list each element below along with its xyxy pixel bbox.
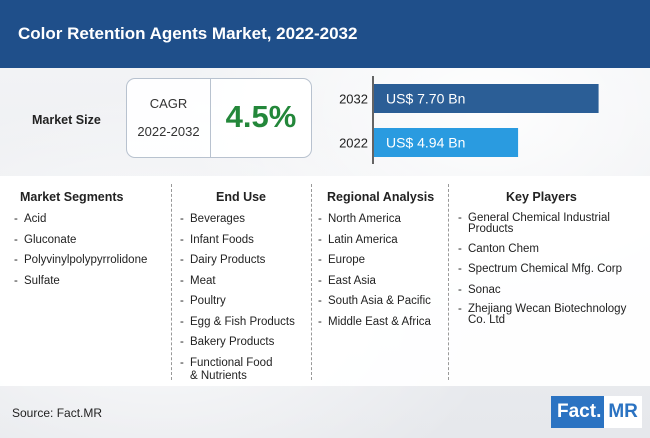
column-title: Regional Analysis (327, 190, 435, 204)
list-item: Acid (12, 213, 168, 226)
cagr-box: CAGR 2022-2032 4.5% (126, 78, 312, 158)
cagr-value: 4.5% (225, 99, 297, 134)
column-end-use: End Use Beverages Infant Foods Dairy Pro… (178, 190, 308, 390)
bar-value-label: US$ 4.94 Bn (386, 135, 465, 151)
list-item: Latin America (316, 234, 448, 247)
list-item: General Chemical Industrial Products (456, 212, 646, 235)
list-item: Sonac (456, 284, 646, 297)
market-size-bar-chart: 2032 US$ 7.70 Bn 2022 US$ 4.94 Bn (339, 76, 599, 164)
list-item: Egg & Fish Products (178, 316, 308, 329)
column-divider (311, 184, 312, 380)
list-item: Sulfate (12, 275, 168, 288)
column-market-segments: Market Segments Acid Gluconate Polyvinyl… (12, 190, 168, 295)
cagr-period: 2022-2032 (137, 124, 200, 139)
column-divider (448, 184, 449, 380)
list-item: Beverages (178, 213, 308, 226)
list-item: Spectrum Chemical Mfg. Corp (456, 263, 646, 276)
market-size-label: Market Size (32, 113, 101, 127)
list-item: East Asia (316, 275, 448, 288)
column-regional-analysis: Regional Analysis North America Latin Am… (316, 190, 448, 336)
bar-category-label: 2032 (339, 92, 368, 107)
column-divider (171, 184, 172, 380)
column-key-players: Key Players General Chemical Industrial … (456, 190, 646, 334)
bar-2022 (374, 128, 519, 157)
page-title: Color Retention Agents Market, 2022-2032 (18, 24, 358, 43)
list-item: Poultry (178, 295, 308, 308)
source-text: Source: Fact.MR (12, 406, 103, 420)
list-item: Middle East & Africa (316, 316, 448, 329)
list-item: Bakery Products (178, 336, 308, 349)
list-item: Canton Chem (456, 243, 646, 256)
logo-part-2: MR (604, 396, 642, 428)
column-title: Key Players (506, 190, 577, 204)
list-item: South Asia & Pacific (316, 295, 448, 308)
column-title: End Use (216, 190, 267, 204)
header-banner: Color Retention Agents Market, 2022-2032 (0, 0, 650, 68)
list-item: Europe (316, 254, 448, 267)
logo-part-1: Fact. (551, 396, 605, 428)
factmr-logo: Fact. MR (551, 396, 642, 428)
column-title: Market Segments (20, 190, 124, 204)
list-item: North America (316, 213, 448, 226)
cagr-label: CAGR (149, 96, 188, 111)
list-item: Zhejiang Wecan Biotechnology Co. Ltd (456, 303, 646, 326)
bar-2032 (374, 84, 599, 113)
list-item: Meat (178, 275, 308, 288)
list-item: Dairy Products (178, 254, 308, 267)
list-item: Infant Foods (178, 234, 308, 247)
list-item: Functional Food & Nutrients (178, 357, 308, 383)
bar-value-label: US$ 7.70 Bn (386, 91, 465, 107)
list-item: Polyvinylpolypyrrolidone (12, 254, 168, 267)
cagr-divider (210, 79, 211, 157)
bar-category-label: 2022 (339, 136, 368, 151)
list-item: Gluconate (12, 234, 168, 247)
